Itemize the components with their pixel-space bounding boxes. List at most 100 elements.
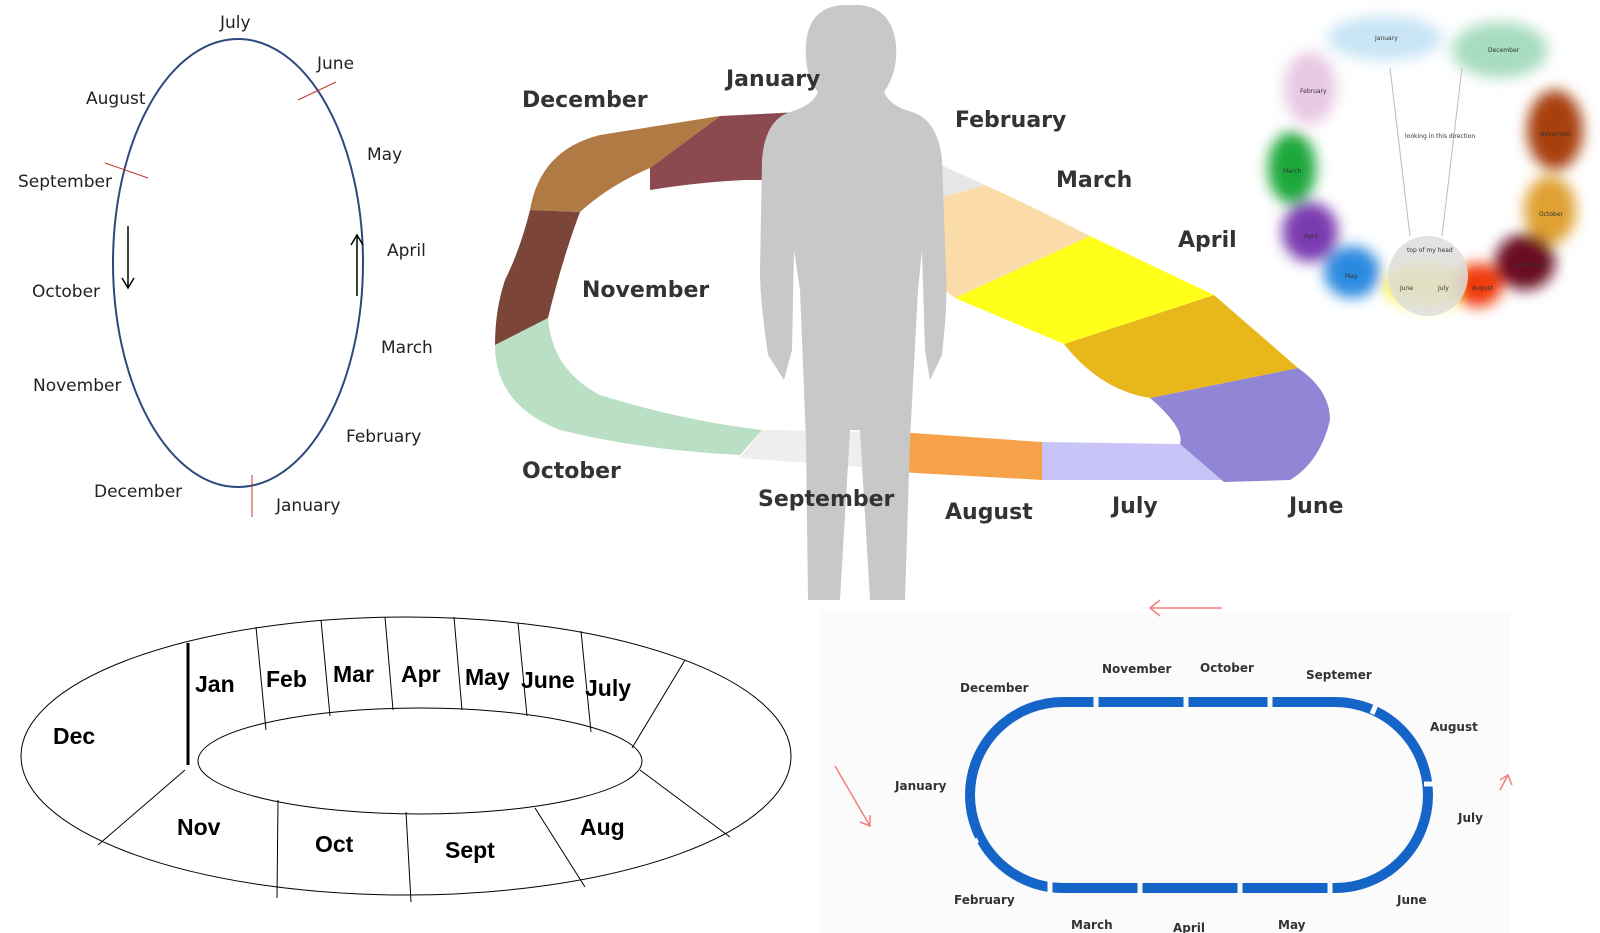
outer-ellipse xyxy=(20,616,792,896)
diagram-3d-ring-labels: Dec Jan Feb Mar Apr May June July Nov Oc… xyxy=(53,661,631,863)
month-label: March xyxy=(1056,168,1132,193)
month-label: November xyxy=(33,376,121,396)
month-label: March xyxy=(381,338,433,358)
diagram-3d-ring xyxy=(20,616,792,903)
band-segment-december xyxy=(530,116,720,212)
ring-blob-march xyxy=(1268,132,1316,204)
month-label: November xyxy=(582,278,709,303)
band-segment-may xyxy=(1064,295,1298,398)
month-label: August xyxy=(945,500,1033,525)
month-label: August xyxy=(1472,285,1494,292)
month-label: Aug xyxy=(580,814,625,840)
month-label: Sept xyxy=(445,837,495,863)
diagram-color-ring: looking in this direction top of my head… xyxy=(1268,16,1583,316)
month-label: January xyxy=(275,496,340,516)
month-label: Jan xyxy=(195,671,235,697)
month-label: January xyxy=(894,779,947,793)
month-label: April xyxy=(1178,228,1237,253)
month-label: January xyxy=(724,67,820,92)
direction-note: looking in this direction xyxy=(1405,133,1475,140)
month-label: September xyxy=(758,487,895,512)
month-label: May xyxy=(465,664,510,690)
ring-blob-october xyxy=(1524,176,1576,244)
segment-divider xyxy=(534,807,586,888)
month-label: April xyxy=(1173,921,1205,933)
month-label: June xyxy=(1399,285,1413,292)
month-label: October xyxy=(522,459,621,484)
head-circle xyxy=(1388,236,1468,316)
inner-ellipse xyxy=(197,707,643,815)
month-label: December xyxy=(522,88,648,113)
month-label: March xyxy=(1071,918,1113,932)
segment-divider xyxy=(384,616,394,711)
track-loop xyxy=(965,697,1433,893)
month-label: March xyxy=(1283,168,1301,175)
ellipse-outline xyxy=(112,38,364,488)
ring-blob-february xyxy=(1284,52,1336,124)
month-label: December xyxy=(960,681,1029,695)
segment-divider xyxy=(453,616,463,711)
month-label: November xyxy=(1102,662,1171,676)
segment-divider xyxy=(580,630,592,733)
human-silhouette xyxy=(760,5,947,600)
month-label: October xyxy=(32,282,100,302)
band-segment-april xyxy=(955,236,1214,344)
month-label: July xyxy=(1437,285,1449,292)
month-label: Dec xyxy=(53,723,95,749)
month-label: August xyxy=(1430,720,1478,734)
month-label: October xyxy=(1200,661,1254,675)
month-label: February xyxy=(1300,88,1327,95)
month-label: May xyxy=(367,145,402,165)
month-label: May xyxy=(1345,273,1358,280)
segment-divider xyxy=(276,799,279,899)
month-label: June xyxy=(1287,494,1343,519)
month-label: December xyxy=(1488,47,1520,54)
direction-arrow-left xyxy=(834,765,871,828)
month-label: Apr xyxy=(401,661,441,687)
sight-line-right xyxy=(1441,67,1463,237)
month-label: July xyxy=(1457,811,1483,825)
segment-divider xyxy=(97,769,186,846)
month-label: Mar xyxy=(333,661,374,687)
month-label: July xyxy=(219,13,251,33)
month-label: September xyxy=(18,172,112,192)
month-label: Nov xyxy=(177,814,221,840)
divider-tick-june xyxy=(297,81,337,101)
segment-divider xyxy=(639,769,731,838)
month-label: January xyxy=(1374,35,1398,42)
divider-tick-september xyxy=(104,162,149,179)
month-label: September xyxy=(1512,262,1546,269)
ring-blob-january xyxy=(1327,16,1443,60)
month-label: July xyxy=(585,675,631,701)
month-label: February xyxy=(346,427,421,447)
month-label: Septemer xyxy=(1306,668,1372,682)
segment-divider xyxy=(517,622,528,717)
diagram-stadium-track: November October Septemer December Augus… xyxy=(820,599,1513,933)
direction-arrow-top xyxy=(1148,599,1222,617)
month-label: October xyxy=(1539,211,1564,218)
month-label: February xyxy=(954,893,1015,907)
track-gaps xyxy=(963,694,1438,896)
month-label: December xyxy=(94,482,182,502)
month-label: June xyxy=(316,54,354,74)
segment-divider xyxy=(320,619,331,717)
ring-blob-april xyxy=(1282,202,1338,262)
segment-divider xyxy=(631,659,686,749)
month-label: February xyxy=(955,108,1066,133)
diagram-human-figure-band: January February March April June July A… xyxy=(495,5,1343,600)
up-arrow xyxy=(350,233,364,296)
month-label: April xyxy=(387,241,426,261)
down-arrow xyxy=(121,226,135,290)
band-segment-august xyxy=(898,432,1042,480)
band-segment-october xyxy=(495,318,762,455)
diagram-vertical-ellipse: July June May April March February Janua… xyxy=(18,13,433,517)
month-label: August xyxy=(86,89,146,109)
band-segment-july xyxy=(1042,442,1224,480)
track-background xyxy=(820,612,1510,933)
month-label: May xyxy=(1278,918,1306,932)
month-label: July xyxy=(1110,494,1158,519)
band-segment-february xyxy=(930,160,985,200)
ring-blob-december xyxy=(1452,22,1548,78)
month-label: Oct xyxy=(315,831,354,857)
